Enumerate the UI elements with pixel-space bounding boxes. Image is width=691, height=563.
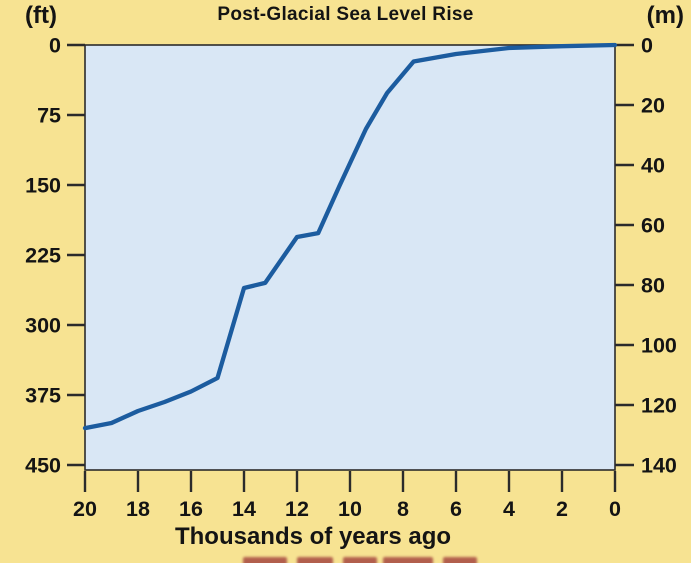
left-axis-tick-label: 75 [37,104,61,128]
right-axis-unit-label: (m) [646,2,684,29]
right-axis-tick-label: 60 [641,214,665,238]
right-axis-tick-label: 140 [641,454,677,478]
artifact-blob [297,557,333,563]
left-axis-tick-label: 0 [49,34,61,58]
right-axis-tick-label: 120 [641,394,677,418]
plot-background [84,44,616,471]
x-axis-tick-label: 6 [450,497,462,521]
artifact-blob [343,557,377,563]
x-axis-tick-label: 4 [503,497,515,521]
left-axis-tick-label: 375 [25,384,61,408]
right-axis-tick-label: 0 [641,34,653,58]
x-axis-tick-label: 20 [73,497,97,521]
artifact-blob [383,557,433,563]
x-axis-tick-label: 2 [556,497,568,521]
chart-title: Post-Glacial Sea Level Rise [217,4,474,25]
left-axis-tick-label: 150 [25,174,61,198]
x-axis-tick-label: 14 [232,497,256,521]
x-axis-tick-label: 0 [609,497,621,521]
right-axis-tick-label: 40 [641,154,665,178]
left-axis-unit-label: (ft) [25,2,57,29]
left-axis-tick-label: 300 [25,314,61,338]
cropped-red-text-artifact [0,556,691,563]
x-axis-tick-label: 16 [179,497,203,521]
right-axis-tick-label: 100 [641,334,677,358]
x-axis-title: Thousands of years ago [174,523,452,550]
x-axis-tick-label: 18 [126,497,150,521]
x-axis-tick-label: 10 [338,497,362,521]
left-axis-tick-label: 450 [25,454,61,478]
sea-level-curve [82,42,618,431]
x-axis-tick-label: 8 [397,497,409,521]
artifact-blob [443,557,477,563]
artifact-blob [243,557,287,563]
x-axis-tick-label: 12 [285,497,309,521]
right-axis-tick-label: 20 [641,94,665,118]
right-axis-tick-label: 80 [641,274,665,298]
left-axis-tick-label: 225 [25,244,61,268]
